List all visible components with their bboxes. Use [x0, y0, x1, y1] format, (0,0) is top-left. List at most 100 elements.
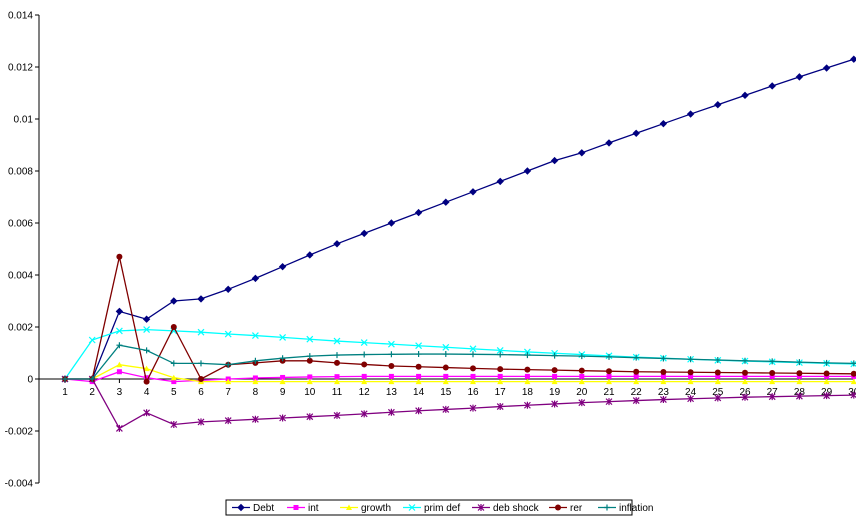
data-point-deb-shock — [632, 397, 640, 405]
data-point-inflation — [143, 347, 150, 354]
data-point-debt — [224, 285, 232, 294]
data-point-deb-shock — [170, 421, 178, 428]
data-point-growth — [279, 378, 286, 385]
data-point-deb-shock — [333, 411, 341, 419]
data-point-inflation — [415, 351, 422, 358]
chart-axes: -0.004 -0.002 0 0.002 0.004 0.006 0.008 0.01 0.0… — [5, 11, 856, 490]
data-point-growth — [524, 378, 531, 385]
data-point-growth — [361, 378, 368, 385]
data-point-prim-def — [442, 343, 450, 351]
data-point-rer — [633, 368, 640, 375]
data-point-rer — [660, 368, 667, 375]
data-point-int — [660, 373, 666, 379]
data-point-deb-shock — [224, 417, 232, 425]
data-point-deb-shock — [523, 401, 531, 409]
data-point-inflation — [198, 360, 204, 367]
data-point-debt — [659, 119, 668, 128]
data-point-deb-shock — [251, 415, 259, 423]
data-point-debt — [115, 307, 124, 316]
data-point-rer — [769, 370, 776, 377]
data-point-growth — [415, 378, 422, 385]
data-point-rer — [306, 357, 313, 364]
data-point-debt — [741, 91, 749, 100]
data-point-int — [715, 373, 721, 379]
data-point-rer — [334, 359, 340, 366]
x-tick-label: 6 — [198, 387, 204, 398]
data-point-debt — [360, 229, 368, 238]
data-point-inflation — [252, 357, 259, 364]
legend-marker-int — [293, 505, 299, 510]
legend-marker-debt — [237, 503, 245, 512]
x-tick-label: 3 — [117, 387, 123, 398]
data-point-int — [144, 375, 150, 381]
y-tick-label: 0.014 — [8, 11, 33, 22]
y-tick-label: 0.006 — [8, 219, 33, 230]
x-tick-label: 24 — [685, 387, 697, 398]
data-point-deb-shock — [496, 403, 504, 411]
series-rer — [62, 253, 856, 385]
data-point-deb-shock — [115, 424, 123, 432]
data-point-rer — [578, 367, 585, 374]
y-tick-label: 0.002 — [8, 323, 33, 334]
legend-marker-prim-def — [408, 504, 416, 511]
y-tick-label: 0.01 — [14, 115, 34, 126]
data-point-deb-shock — [415, 407, 423, 415]
data-point-prim-def — [115, 327, 123, 335]
data-point-inflation — [361, 351, 368, 358]
data-point-int — [307, 374, 313, 380]
series-line-debt — [65, 58, 855, 380]
data-point-rer — [415, 363, 422, 370]
series-line-growth — [65, 364, 854, 383]
data-point-growth — [388, 378, 395, 385]
data-point-int — [524, 373, 530, 379]
data-point-inflation — [769, 358, 776, 365]
data-point-int — [606, 373, 612, 379]
data-point-growth — [143, 365, 150, 372]
data-point-rer — [551, 367, 558, 374]
legend-entry-int: int — [287, 503, 319, 514]
data-point-debt — [523, 167, 532, 175]
x-tick-label: 30 — [848, 387, 856, 398]
data-point-inflation — [823, 359, 830, 366]
x-tick-label: 5 — [171, 387, 177, 398]
legend-box — [225, 499, 633, 516]
data-point-deb-shock — [306, 413, 314, 421]
x-tick-label: 14 — [413, 387, 425, 398]
data-point-debt — [550, 156, 559, 165]
data-point-int — [497, 373, 503, 379]
data-point-debt — [442, 198, 450, 206]
y-tick-label: -0.002 — [5, 427, 34, 438]
data-point-growth — [252, 378, 259, 385]
data-point-growth — [769, 378, 776, 385]
y-tick-label: -0.004 — [5, 479, 34, 490]
y-tick-label: 0.004 — [8, 271, 33, 282]
data-point-debt — [387, 219, 396, 227]
data-point-inflation — [334, 352, 340, 359]
data-point-growth — [660, 378, 667, 385]
data-point-deb-shock — [442, 405, 450, 413]
data-point-growth — [714, 378, 721, 385]
data-point-prim-def — [306, 335, 314, 343]
legend-entry-inflation: inflation — [598, 503, 653, 514]
data-point-inflation — [714, 357, 721, 364]
data-point-rer — [470, 365, 476, 372]
data-point-debt — [197, 295, 205, 303]
data-point-deb-shock — [714, 394, 722, 402]
data-point-deb-shock — [197, 418, 205, 426]
legend-entry-deb-shock: deb shock — [472, 503, 540, 514]
series-inflation — [62, 342, 856, 382]
data-point-inflation — [279, 355, 286, 362]
data-point-debt — [822, 64, 831, 72]
data-point-inflation — [551, 352, 558, 359]
data-point-int — [388, 373, 394, 379]
x-tick-label: 1 — [62, 387, 68, 398]
data-point-deb-shock — [143, 409, 151, 417]
data-point-prim-def — [415, 342, 423, 350]
data-point-inflation — [742, 357, 748, 364]
x-tick-label: 25 — [712, 387, 724, 398]
x-tick-label: 9 — [280, 387, 286, 398]
data-point-growth — [442, 378, 449, 385]
x-tick-label: 15 — [440, 387, 452, 398]
x-tick-label: 16 — [467, 387, 479, 398]
